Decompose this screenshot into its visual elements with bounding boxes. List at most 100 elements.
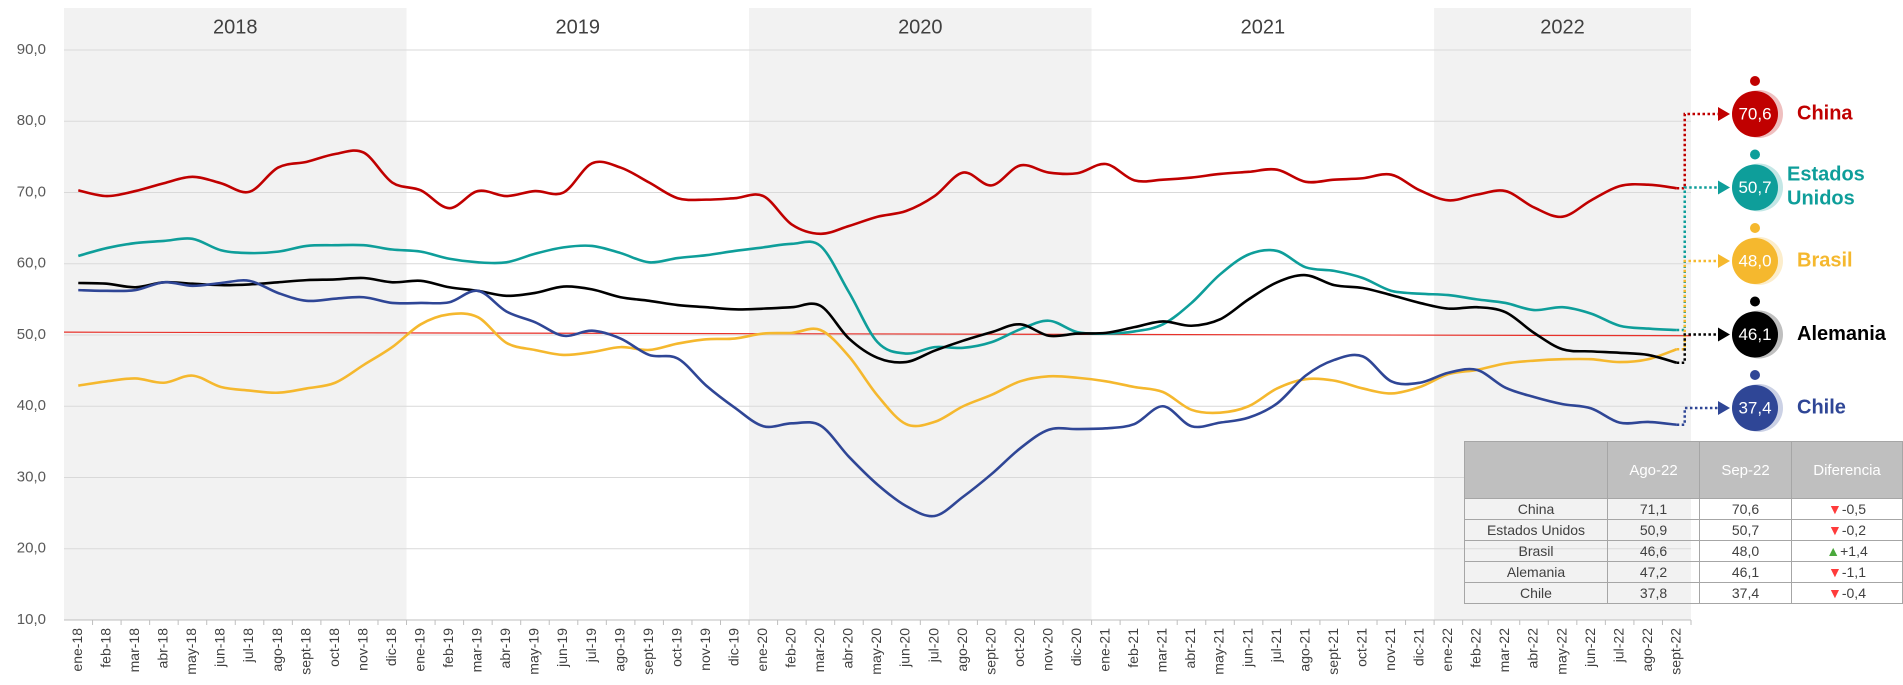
badge-dot <box>1750 370 1760 380</box>
table-cell: Chile <box>1464 582 1608 604</box>
year-label: 2018 <box>213 16 258 38</box>
x-tick-label: sept-21 <box>1325 628 1341 675</box>
x-tick-label: abr-19 <box>497 628 513 669</box>
x-tick-label: may-21 <box>1211 628 1227 675</box>
table-cell: ▲+1,4 <box>1791 540 1903 562</box>
x-tick-label: may-20 <box>868 628 884 675</box>
connector-arrow <box>1718 254 1730 268</box>
header-cell: Ago-22 <box>1607 441 1700 499</box>
x-tick-label: ago-20 <box>954 628 970 672</box>
year-band <box>749 8 1092 620</box>
trend-icon: ▼ <box>1828 522 1842 538</box>
end-value-label: 50,7 <box>1738 178 1771 197</box>
series-line <box>77 237 1677 355</box>
x-tick-label: nov-18 <box>354 628 370 671</box>
x-tick-label: ago-21 <box>1296 628 1312 672</box>
x-tick-label: ene-19 <box>412 628 428 672</box>
legend-label: China <box>1797 102 1853 124</box>
y-tick-label: 20,0 <box>17 540 46 557</box>
connector <box>1676 112 1718 190</box>
series-line <box>78 312 1678 428</box>
table-row: Chile 37,8 37,4 ▼-0,4 <box>1464 582 1903 604</box>
end-badge <box>1732 164 1778 211</box>
x-tick-label: ene-20 <box>754 628 770 672</box>
x-tick-label: jul-18 <box>240 628 256 663</box>
end-badge <box>1732 385 1778 431</box>
connector-arrow <box>1718 401 1730 415</box>
table-cell: ▼-1,1 <box>1791 561 1903 583</box>
connector-arrow <box>1718 180 1730 195</box>
year-label: 2021 <box>1241 16 1286 38</box>
badge-dot <box>1750 223 1760 233</box>
x-tick-label: feb-19 <box>440 628 456 668</box>
x-tick-label: jun-21 <box>1239 628 1255 668</box>
table-cell: 50,9 <box>1607 519 1700 541</box>
table-cell: 70,6 <box>1699 498 1792 520</box>
table-cell: 46,1 <box>1699 561 1792 583</box>
x-tick-label: jun-22 <box>1582 628 1598 668</box>
connector-arrow <box>1718 327 1730 342</box>
table-body: China 71,1 70,6 ▼-0,5 Estados Unidos 50,9 50,7… <box>1464 498 1903 604</box>
x-tick-label: sept-20 <box>982 628 998 675</box>
x-tick-label: jul-19 <box>583 628 599 663</box>
series-line <box>78 279 1677 518</box>
trend-icon: ▲ <box>1826 543 1841 559</box>
x-tick-label: mar-18 <box>126 628 142 673</box>
end-value-label: 48,0 <box>1738 251 1771 270</box>
x-tick-label: feb-20 <box>783 628 799 668</box>
y-tick-label: 40,0 <box>17 397 46 414</box>
x-tick-label: feb-22 <box>1468 628 1484 668</box>
table-cell: 47,2 <box>1607 561 1700 583</box>
summary-table: Ago-22 Sep-22 Diferencia China 71,1 70,6 ▼-… <box>1464 441 1903 604</box>
y-tick-label: 10,0 <box>17 611 46 628</box>
x-tick-label: abr-21 <box>1182 628 1198 669</box>
y-tick-label: 30,0 <box>17 468 46 485</box>
cell-text: -0,4 <box>1841 585 1866 601</box>
connector <box>1676 186 1718 332</box>
connector <box>1676 259 1718 351</box>
legend-label: Brasil <box>1797 249 1853 271</box>
trend-icon: ▼ <box>1828 501 1842 517</box>
y-tick-label: 60,0 <box>17 255 46 272</box>
table-cell: Alemania <box>1464 561 1608 583</box>
x-tick-label: ago-22 <box>1639 628 1655 672</box>
series-line <box>77 149 1677 236</box>
year-label: 2020 <box>898 16 943 38</box>
x-tick-label: oct-21 <box>1353 628 1369 667</box>
x-tick-label: nov-21 <box>1382 628 1398 671</box>
trend-icon: ▼ <box>1828 564 1842 580</box>
table-cell: ▼-0,2 <box>1791 519 1903 541</box>
x-tick-label: ene-21 <box>1097 628 1113 672</box>
x-tick-label: sept-19 <box>640 628 656 675</box>
x-tick-label: mar-22 <box>1496 628 1512 673</box>
x-tick-label: dic-18 <box>383 628 399 666</box>
table-cell: 46,6 <box>1607 540 1700 562</box>
connector-arrow <box>1718 107 1730 121</box>
reference-line <box>63 331 1692 337</box>
badge-dot <box>1750 76 1760 86</box>
y-tick-label: 50,0 <box>17 326 46 343</box>
x-tick-label: dic-20 <box>1068 628 1084 666</box>
end-badge <box>1732 91 1778 137</box>
x-tick-label: ago-19 <box>611 628 627 672</box>
badge-dot <box>1750 296 1760 307</box>
x-tick-label: mar-21 <box>1154 628 1170 673</box>
x-tick-label: ene-22 <box>1439 628 1455 672</box>
x-tick-label: nov-19 <box>697 628 713 671</box>
y-tick-label: 70,0 <box>17 183 46 200</box>
legend-label: Alemania <box>1797 323 1887 345</box>
table-cell: ▼-0,5 <box>1791 498 1903 520</box>
table-row: Alemania 47,2 46,1 ▼-1,1 <box>1464 561 1903 583</box>
end-value-label: 70,6 <box>1738 104 1771 123</box>
x-tick-label: jun-19 <box>554 628 570 668</box>
x-tick-label: ene-18 <box>69 628 85 672</box>
series-line <box>78 273 1678 365</box>
table-header: Ago-22 Sep-22 Diferencia <box>1464 441 1903 499</box>
x-tick-label: abr-20 <box>840 628 856 669</box>
table-cell: 37,4 <box>1699 582 1792 604</box>
x-tick-label: may-22 <box>1553 628 1569 675</box>
header-cell: Diferencia <box>1791 441 1903 499</box>
table-cell: 71,1 <box>1607 498 1700 520</box>
year-label: 2022 <box>1540 16 1585 38</box>
x-tick-label: may-19 <box>526 628 542 675</box>
